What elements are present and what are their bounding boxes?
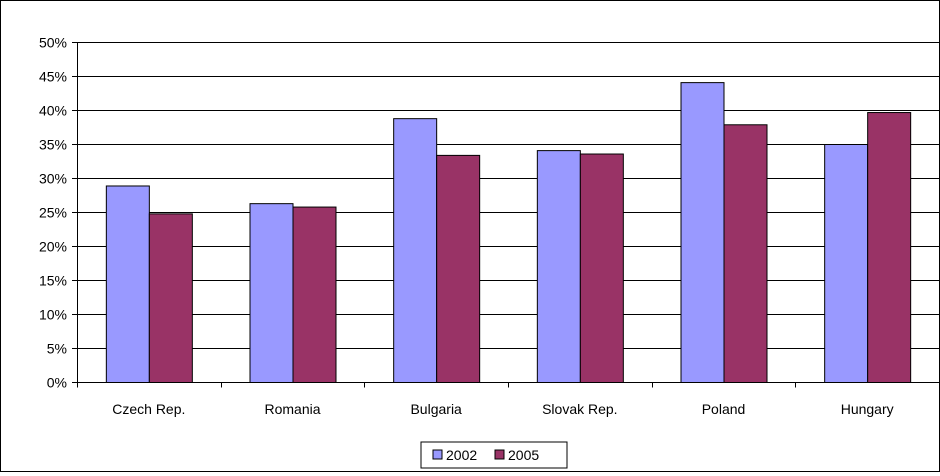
x-tick-label-5: Hungary	[841, 401, 894, 417]
bar-2005-1	[292, 206, 337, 383]
x-tick-label-2: Bulgaria	[410, 401, 462, 417]
bar-2002-5	[824, 144, 869, 383]
gridlines	[77, 42, 939, 349]
y-tick-label-2: 10%	[39, 307, 67, 323]
bar-2002-4	[680, 82, 725, 384]
axes: 0% 5% 10% 15% 20% 25% 30% 35% 40% 45% 50% Czech Rep…	[39, 35, 940, 417]
bar-2002-1	[249, 203, 294, 383]
legend-swatch-2005	[494, 449, 505, 460]
y-tick-label-3: 15%	[39, 273, 67, 289]
y-tick-label-1: 5%	[47, 341, 67, 357]
x-tick-label-4: Poland	[702, 401, 746, 417]
y-tick-label-5: 25%	[39, 205, 67, 221]
y-tick-label-7: 35%	[39, 137, 67, 153]
x-tick-label-1: Romania	[264, 401, 320, 417]
legend-box	[420, 441, 568, 469]
bars	[105, 82, 912, 384]
legend-label-2002: 2002	[446, 447, 477, 463]
bar-2002-0	[105, 185, 150, 383]
legend-label-2005: 2005	[508, 447, 539, 463]
y-tick-label-10: 50%	[39, 35, 67, 51]
y-tick-label-8: 40%	[39, 103, 67, 119]
y-tick-label-9: 45%	[39, 69, 67, 85]
bar-2002-3	[536, 150, 581, 383]
legend: 2002 2005	[420, 441, 568, 469]
y-tick-label-4: 20%	[39, 239, 67, 255]
legend-swatch-2002	[432, 449, 443, 460]
bar-2005-4	[723, 124, 768, 383]
y-tick-label-6: 30%	[39, 171, 67, 187]
y-tick-label-0: 0%	[47, 375, 67, 391]
x-tick-label-0: Czech Rep.	[112, 401, 185, 417]
bar-2005-5	[867, 112, 912, 383]
bar-2005-0	[148, 213, 193, 383]
bar-2005-2	[436, 154, 481, 383]
x-tick-label-3: Slovak Rep.	[542, 401, 617, 417]
bar-2005-3	[579, 153, 624, 383]
bar-2002-2	[393, 118, 438, 383]
